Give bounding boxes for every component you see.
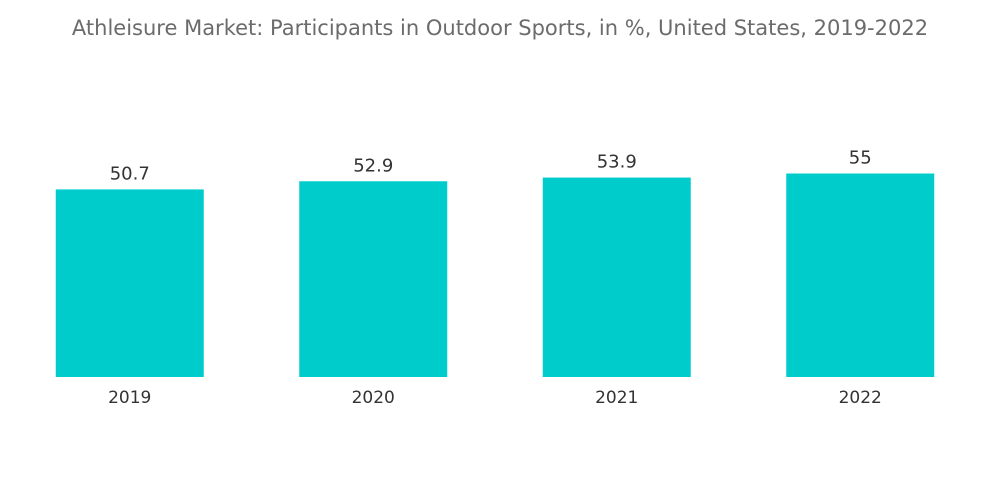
data-label-2021: 53.9 (597, 152, 637, 173)
bar-2022 (786, 173, 935, 377)
x-tick-label-2021: 2021 (595, 388, 638, 408)
x-tick-label-2022: 2022 (839, 388, 882, 408)
bar-2021 (542, 177, 691, 377)
bar-2019 (55, 189, 204, 377)
x-tick-label-2019: 2019 (108, 388, 151, 408)
data-label-2019: 50.7 (110, 163, 150, 184)
bar-2020 (299, 181, 448, 377)
data-label-2022: 55 (849, 148, 872, 169)
chart-title: Athleisure Market: Participants in Outdo… (71, 16, 929, 40)
x-tick-label-2020: 2020 (352, 388, 395, 408)
data-label-2020: 52.9 (353, 155, 393, 176)
